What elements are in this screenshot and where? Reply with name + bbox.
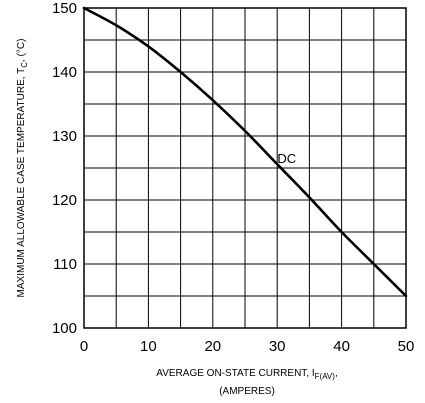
series-layer: DC [82, 6, 408, 298]
x-tick-label: 50 [398, 338, 415, 355]
y-axis-label-tail: , (°C) [16, 39, 27, 62]
series-label-dc: DC [277, 151, 296, 166]
y-axis-label: MAXIMUM ALLOWABLE CASE TEMPERATURE, TC, … [16, 39, 29, 298]
y-tick-label: 140 [52, 64, 77, 81]
y-tick-labels: 100 110 120 130 140 150 [52, 0, 77, 337]
y-tick-label: 130 [52, 128, 77, 145]
y-tick-label: 100 [52, 320, 77, 337]
x-axis-label-tail: , [335, 368, 338, 379]
y-tick-label: 150 [52, 0, 77, 17]
plot-frame [83, 7, 407, 329]
x-axis-label: AVERAGE ON-STATE CURRENT, IF(AV), [156, 368, 337, 381]
y-tick-label: 110 [53, 256, 77, 273]
x-tick-labels: 0 10 20 30 40 50 [80, 338, 415, 355]
x-tick-label: 40 [333, 338, 350, 355]
y-axis-label-subscript: C [20, 62, 29, 68]
x-tick-label: 0 [80, 338, 88, 355]
grid [84, 8, 406, 328]
x-tick-label: 10 [140, 338, 157, 355]
y-axis-label-main: MAXIMUM ALLOWABLE CASE TEMPERATURE, T [16, 68, 27, 298]
x-axis-label-main: AVERAGE ON-STATE CURRENT, I [156, 368, 314, 379]
x-axis-label-line2: (AMPERES) [219, 386, 275, 397]
x-tick-label: 30 [269, 338, 286, 355]
series-line-dc [82, 6, 408, 298]
x-tick-label: 20 [204, 338, 221, 355]
x-axis-label-subscript: F(AV) [315, 372, 336, 381]
y-tick-label: 120 [52, 192, 77, 209]
